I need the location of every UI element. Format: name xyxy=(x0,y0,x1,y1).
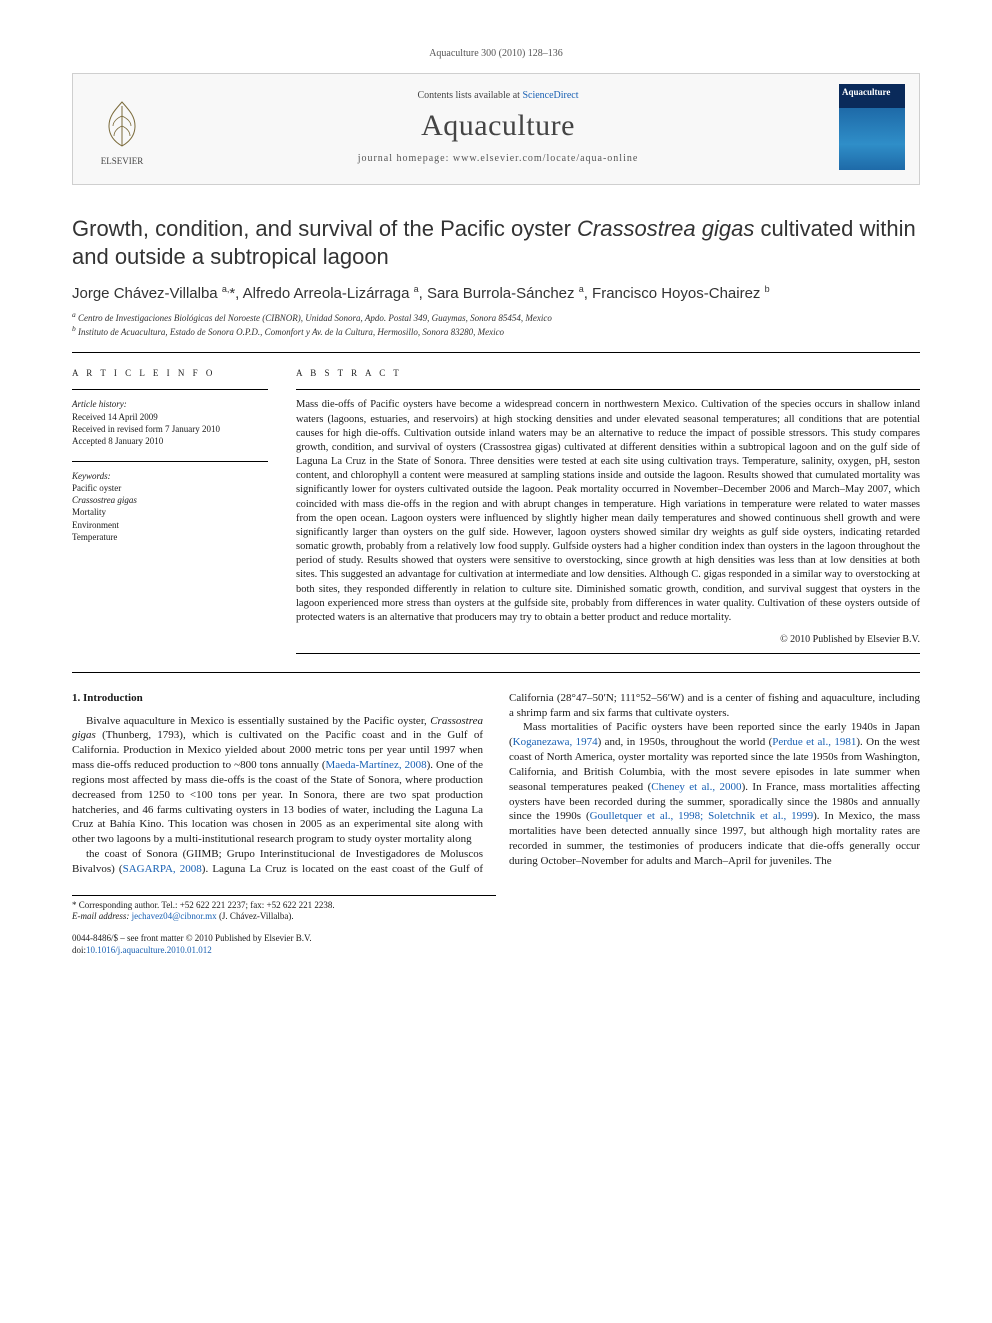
doi-label: doi: xyxy=(72,945,86,955)
corresponding-author-footnote: * Corresponding author. Tel.: +52 622 22… xyxy=(72,895,496,923)
abstract-text: Mass die-offs of Pacific oysters have be… xyxy=(296,398,920,625)
rule-top xyxy=(72,352,920,353)
abstract: A B S T R A C T Mass die-offs of Pacific… xyxy=(296,367,920,653)
ref-link[interactable]: Maeda-Martínez, 2008 xyxy=(326,759,427,771)
journal-cover-thumb: Aquaculture xyxy=(839,84,905,170)
author-list: Jorge Chávez-Villalba a,*, Alfredo Arreo… xyxy=(72,284,920,302)
rule-abs-1 xyxy=(296,389,920,390)
abstract-heading: A B S T R A C T xyxy=(296,367,920,379)
contents-available-line: Contents lists available at ScienceDirec… xyxy=(171,90,825,101)
rule-info-2 xyxy=(72,461,268,462)
affiliations: a Centro de Investigaciones Biológicas d… xyxy=(72,310,920,338)
history-received: Received 14 April 2009 xyxy=(72,411,268,423)
keywords-label: Keywords: xyxy=(72,471,111,481)
keyword: Temperature xyxy=(72,531,268,543)
publisher-name: ELSEVIER xyxy=(101,156,144,166)
ref-link[interactable]: SAGARPA, 2008 xyxy=(123,863,202,875)
journal-name: Aquaculture xyxy=(171,109,825,143)
homepage-label: journal homepage: xyxy=(358,153,453,164)
body-paragraph: Mass mortalities of Pacific oysters have… xyxy=(509,720,920,868)
affiliation-a: a Centro de Investigaciones Biológicas d… xyxy=(72,310,920,324)
elsevier-logo: ELSEVIER xyxy=(87,88,157,166)
corr-email-link[interactable]: jechavez04@cibnor.mx xyxy=(132,911,217,921)
corr-email-line: E-mail address: jechavez04@cibnor.mx (J.… xyxy=(72,911,496,923)
running-head: Aquaculture 300 (2010) 128–136 xyxy=(72,48,920,59)
ref-link[interactable]: Cheney et al., 2000 xyxy=(651,781,741,793)
homepage-url: www.elsevier.com/locate/aqua-online xyxy=(453,153,638,164)
body-columns: 1. Introduction Bivalve aquaculture in M… xyxy=(72,691,920,877)
keyword: Pacific oyster xyxy=(72,482,268,494)
corr-author-line: * Corresponding author. Tel.: +52 622 22… xyxy=(72,900,496,912)
journal-homepage: journal homepage: www.elsevier.com/locat… xyxy=(171,153,825,164)
email-label: E-mail address: xyxy=(72,911,129,921)
ref-link[interactable]: Koganezawa, 1974 xyxy=(513,736,598,748)
keyword: Mortality xyxy=(72,506,268,518)
abstract-copyright: © 2010 Published by Elsevier B.V. xyxy=(296,633,920,647)
paper-title: Growth, condition, and survival of the P… xyxy=(72,215,920,270)
doi-link[interactable]: 10.1016/j.aquaculture.2010.01.012 xyxy=(86,945,212,955)
section-heading: 1. Introduction xyxy=(72,691,483,706)
history-revised: Received in revised form 7 January 2010 xyxy=(72,423,268,435)
front-matter-meta: 0044-8486/$ – see front matter © 2010 Pu… xyxy=(72,933,920,956)
article-info: A R T I C L E I N F O Article history: R… xyxy=(72,367,268,653)
front-matter-line: 0044-8486/$ – see front matter © 2010 Pu… xyxy=(72,933,920,945)
cover-title: Aquaculture xyxy=(842,87,902,97)
header-center: Contents lists available at ScienceDirec… xyxy=(171,90,825,164)
email-owner: (J. Chávez-Villalba). xyxy=(219,911,294,921)
meta-row: A R T I C L E I N F O Article history: R… xyxy=(72,367,920,653)
rule-bottom xyxy=(72,672,920,673)
body-paragraph: Bivalve aquaculture in Mexico is essenti… xyxy=(72,714,483,848)
affiliation-b: b Instituto de Acuacultura, Estado de So… xyxy=(72,324,920,338)
article-info-heading: A R T I C L E I N F O xyxy=(72,367,268,379)
contents-pre: Contents lists available at xyxy=(417,90,522,101)
doi-line: doi:10.1016/j.aquaculture.2010.01.012 xyxy=(72,945,920,957)
sciencedirect-link[interactable]: ScienceDirect xyxy=(522,90,578,101)
journal-header-box: ELSEVIER Contents lists available at Sci… xyxy=(72,73,920,185)
tree-icon xyxy=(95,96,149,154)
keyword: Environment xyxy=(72,519,268,531)
rule-abs-2 xyxy=(296,653,920,654)
history-accepted: Accepted 8 January 2010 xyxy=(72,435,268,447)
ref-link[interactable]: Perdue et al., 1981 xyxy=(772,736,856,748)
history-label: Article history: xyxy=(72,399,127,409)
ref-link[interactable]: Goulletquer et al., 1998; Soletchnik et … xyxy=(590,810,814,822)
rule-info-1 xyxy=(72,389,268,390)
keyword: Crassostrea gigas xyxy=(72,494,268,506)
